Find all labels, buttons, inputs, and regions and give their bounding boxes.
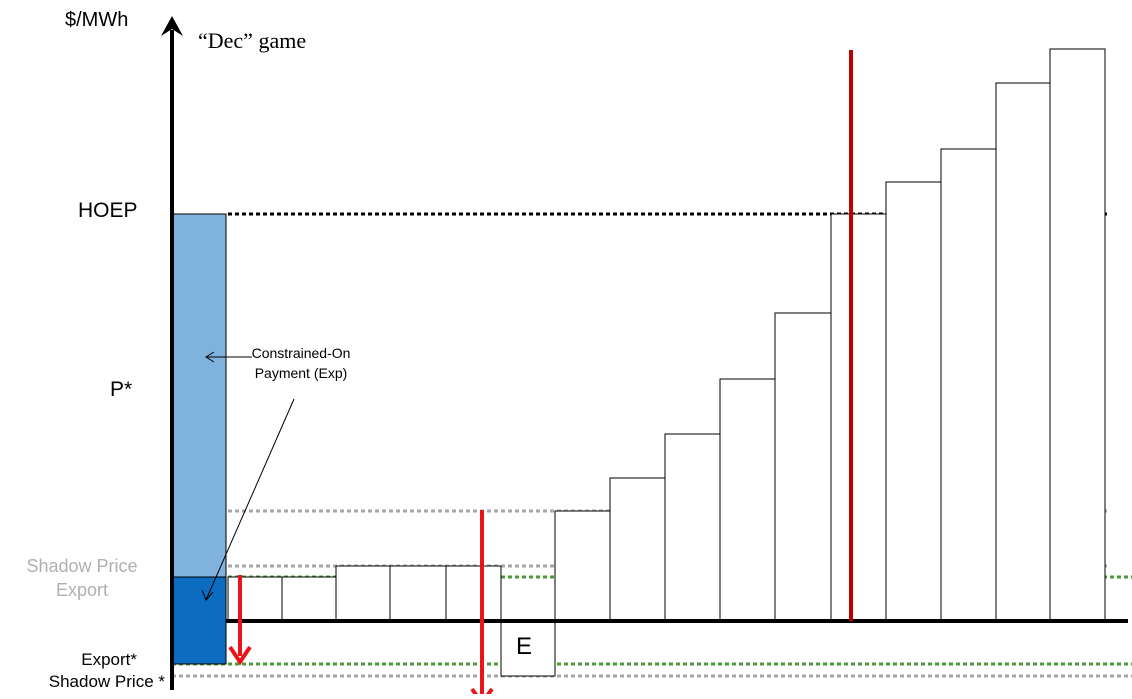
export-star-label: Export*	[81, 650, 137, 669]
annotation-pointer-dark-blue	[205, 398, 295, 601]
bid-step-bar	[664, 433, 721, 622]
annotation-arrowhead-light-icon	[205, 351, 215, 363]
bid-step-bar	[281, 576, 337, 622]
y-axis-unit-label: $/MWh	[65, 9, 129, 31]
annotation-line2: Payment (Exp)	[254, 365, 348, 381]
bid-step-bar	[389, 565, 447, 622]
bid-step-bar	[554, 510, 611, 622]
bid-step-bar	[445, 565, 502, 622]
bid-step-bar	[335, 565, 391, 622]
bid-step-bar	[719, 378, 776, 622]
annotation-line1: Constrained-On	[251, 345, 351, 361]
e-box	[500, 620, 556, 677]
bid-step-bar	[830, 213, 887, 622]
hoep-label: HOEP	[78, 199, 138, 222]
p-star-label: P*	[110, 378, 133, 401]
bid-step-bar	[774, 312, 832, 622]
shadow-price-star-label: Shadow Price *	[48, 672, 165, 691]
bid-step-bar	[885, 181, 942, 622]
bid-step-bar	[227, 576, 283, 622]
bid-step-bar	[940, 148, 997, 622]
diagram-title: “Dec” game	[198, 28, 307, 53]
constrained-on-payment-annotation: Constrained-On Payment (Exp)	[243, 343, 359, 383]
constrained-on-light-blue-block	[171, 213, 227, 578]
red-arrow-small-head-icon	[228, 645, 252, 666]
constrained-on-dark-blue-block	[171, 576, 227, 665]
shadow-price-export-line1: Shadow Price	[26, 556, 138, 576]
y-axis-arrowhead-icon	[161, 16, 183, 36]
bid-step-bar	[1049, 48, 1106, 622]
bid-step-bar	[995, 82, 1051, 622]
e-box-label: E	[516, 633, 533, 660]
annotation-arrowhead-dark-icon	[201, 589, 214, 601]
shadow-price-export-label: Shadow Price Export	[0, 554, 164, 602]
bid-step-bar	[609, 477, 666, 622]
shadow-price-export-line2: Export	[55, 580, 109, 600]
